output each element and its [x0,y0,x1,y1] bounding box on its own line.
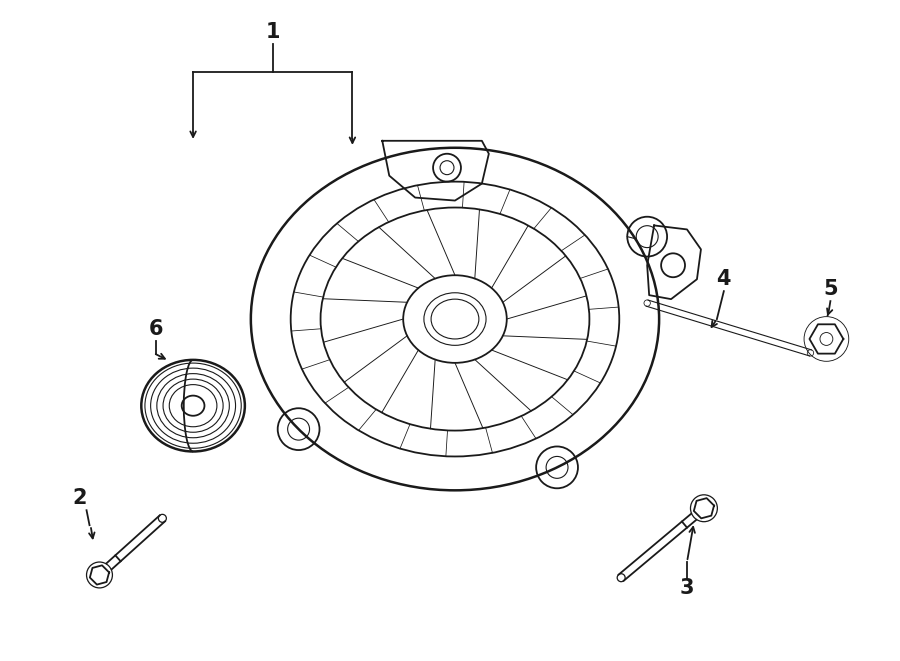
Text: 4: 4 [716,269,731,289]
Text: 2: 2 [72,488,86,508]
Text: 6: 6 [149,319,164,339]
Text: 1: 1 [266,22,280,42]
Text: 5: 5 [824,279,838,299]
Text: 3: 3 [680,578,694,598]
